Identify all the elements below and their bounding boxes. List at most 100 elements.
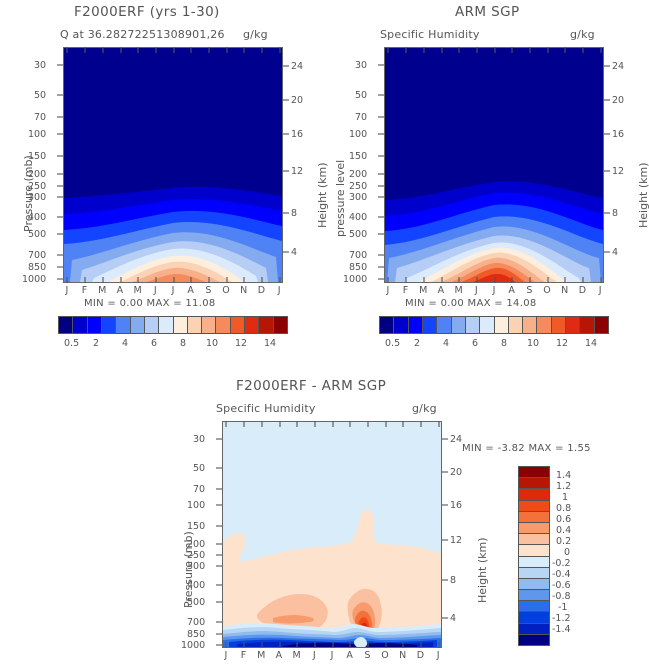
topright-panel-title: ARM SGP [455,4,520,20]
colorbar-swatch [519,511,549,523]
colorbar-swatch [519,534,549,546]
month-label: A [275,650,283,661]
tick-pressure: 850 [28,262,47,273]
month-label: J [277,285,281,296]
month-label: S [526,285,533,296]
tick-pressure: 50 [355,90,368,101]
topright-contour-plot [384,47,604,283]
tick-height: 8 [291,208,298,219]
tick-height: 4 [291,247,298,258]
bottom-contour-plot [222,421,442,648]
tick-height: 8 [612,208,619,219]
tick-pressure: 400 [349,212,368,223]
bottom-colorbar [518,466,550,646]
tick-height: 24 [612,61,625,72]
colorbar-label: 6 [151,338,158,349]
month-label: S [364,650,371,661]
colorbar-swatch [87,317,102,333]
tick-pressure: 850 [349,262,368,273]
colorbar-label: 14 [264,338,277,349]
tick-pressure: 500 [349,229,368,240]
tick-pressure: 1000 [343,274,368,285]
tick-pressure: 50 [193,463,206,474]
tick-pressure: 700 [187,617,206,628]
colorbar-swatch [519,467,549,479]
tick-pressure: 850 [187,629,206,640]
bottom-contour-svg [223,422,441,647]
colorbar-label: 0.6 [556,514,572,525]
month-label: J [492,285,496,296]
colorbar-swatch [451,317,466,333]
bottom-y2-axis-label: Height (km) [476,537,489,603]
tick-pressure: 1000 [181,640,206,651]
month-label: F [240,650,247,661]
colorbar-label: 10 [206,338,219,349]
colorbar-label: 0.4 [556,525,572,536]
tick-pressure: 100 [187,500,206,511]
month-label: A [437,285,445,296]
colorbar-swatch [259,317,274,333]
colorbar-label: -0.8 [552,591,571,602]
bottom-panel-title: F2000ERF - ARM SGP [236,378,387,394]
tick-pressure: 400 [28,212,47,223]
tick-height: 20 [450,467,463,478]
tick-pressure: 150 [187,521,206,532]
month-label: A [187,285,194,296]
topright-month-axis: J F M A M J J A S O N D J [379,285,609,296]
month-label: O [222,285,230,296]
topright-colorbar [379,316,609,334]
month-label: O [381,650,389,661]
colorbar-label: -1 [558,602,568,613]
month-label: F [81,285,88,296]
colorbar-swatch [566,317,581,333]
topright-panel-subtitle-left: Specific Humidity [380,28,480,41]
tick-height: 16 [612,129,625,140]
bottom-panel-subtitle-left: Specific Humidity [216,402,316,415]
colorbar-label: 1 [562,492,569,503]
tick-pressure: 70 [34,112,47,123]
tick-pressure: 300 [187,561,206,572]
topright-contour-svg [385,48,603,282]
colorbar-swatch [144,317,160,333]
colorbar-label: 0.8 [556,503,572,514]
month-label: J [153,285,157,296]
colorbar-label: 2 [414,338,421,349]
topleft-month-axis: J F M A M J J A S O N D J [58,285,288,296]
colorbar-swatch [380,317,395,333]
tick-pressure: 250 [187,550,206,561]
month-label: M [419,285,428,296]
colorbar-label: 2 [93,338,100,349]
tick-height: 20 [612,95,625,106]
colorbar-swatch [551,317,567,333]
colorbar-swatch [173,317,188,333]
tick-pressure: 1000 [22,274,47,285]
colorbar-label: 4 [443,338,450,349]
colorbar-swatch [519,634,549,645]
tick-height: 16 [291,129,304,140]
colorbar-swatch [116,317,131,333]
tick-height: 8 [450,575,457,586]
tick-pressure: 50 [34,90,47,101]
topright-y2-axis-label: Height (km) [637,162,649,228]
month-label: A [508,285,515,296]
month-label: J [386,285,390,296]
colorbar-label: -0.2 [552,558,571,569]
month-label: M [257,650,266,661]
month-label: J [224,650,228,661]
colorbar-label: 14 [585,338,598,349]
month-label: N [561,285,569,296]
tick-pressure: 300 [349,192,368,203]
tick-pressure: 30 [34,60,47,71]
colorbar-swatch [519,623,549,635]
tick-pressure: 300 [28,192,47,203]
colorbar-swatch [519,522,549,535]
tick-pressure: 30 [355,60,368,71]
colorbar-swatch [519,556,549,568]
colorbar-label: -0.6 [552,580,571,591]
month-label: M [98,285,107,296]
month-label: A [346,650,353,661]
colorbar-label: 1.4 [556,470,572,481]
topleft-colorbar [58,316,288,334]
colorbar-swatch [73,317,88,333]
bottom-panel-units: g/kg [412,402,437,415]
